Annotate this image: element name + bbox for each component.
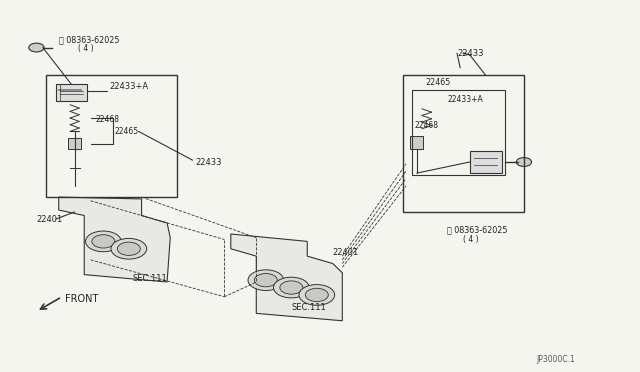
Circle shape [299, 285, 335, 305]
Text: 22433+A: 22433+A [109, 82, 149, 91]
Bar [412, 90, 505, 175]
Polygon shape [470, 151, 502, 173]
Text: SEC.111: SEC.111 [132, 274, 167, 283]
Circle shape [92, 235, 115, 248]
Text: 22468: 22468 [414, 121, 438, 129]
Circle shape [273, 277, 309, 298]
Text: ( 4 ): ( 4 ) [463, 235, 479, 244]
Bar [403, 75, 524, 212]
Text: 22433: 22433 [457, 49, 483, 58]
Polygon shape [68, 138, 81, 149]
Circle shape [254, 273, 277, 287]
Text: Ⓑ 08363-62025: Ⓑ 08363-62025 [59, 36, 119, 45]
Circle shape [280, 281, 303, 294]
Polygon shape [231, 234, 342, 321]
Circle shape [305, 288, 328, 302]
Text: 22401: 22401 [333, 248, 359, 257]
Polygon shape [56, 84, 88, 101]
Text: ( 4 ): ( 4 ) [78, 44, 93, 53]
Text: 22468: 22468 [96, 115, 120, 124]
Circle shape [29, 43, 44, 52]
Circle shape [117, 242, 140, 256]
Text: JP3000C.1: JP3000C.1 [537, 355, 575, 364]
Text: 22433+A: 22433+A [447, 95, 483, 104]
Polygon shape [410, 136, 423, 149]
Text: 22465: 22465 [115, 127, 139, 136]
Text: 22465: 22465 [425, 78, 451, 87]
Circle shape [516, 158, 532, 166]
Bar [46, 75, 177, 197]
Circle shape [111, 238, 147, 259]
Text: FRONT: FRONT [65, 294, 99, 304]
Text: SEC.111: SEC.111 [291, 303, 326, 312]
Circle shape [86, 231, 121, 252]
Circle shape [248, 270, 284, 291]
Text: Ⓑ 08363-62025: Ⓑ 08363-62025 [447, 226, 508, 235]
Text: 22401: 22401 [36, 215, 63, 224]
Polygon shape [59, 197, 170, 282]
Text: 22433: 22433 [196, 157, 222, 167]
